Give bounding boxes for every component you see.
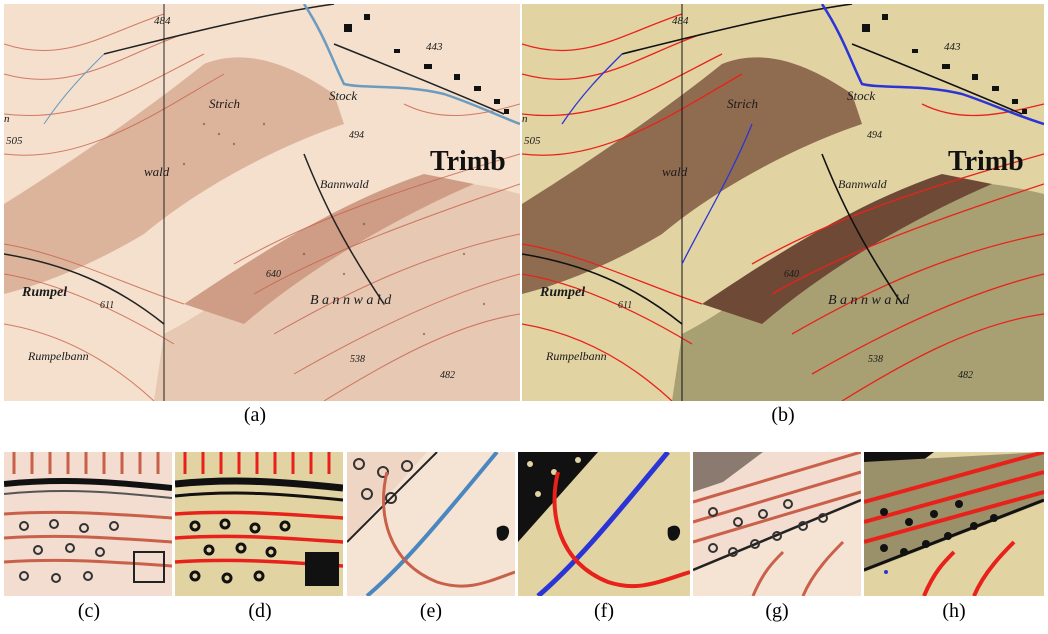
- seg-label-strich: Strich: [727, 96, 758, 111]
- seg-label-rumpel: Rumpel: [539, 285, 585, 300]
- label-wald: wald: [144, 164, 170, 179]
- panel-e-zoom-original: [347, 452, 515, 596]
- seg-label-stock: Stock: [847, 88, 875, 103]
- original-map-svg: 484 443 n 505 Strich Stock 494 wald Bann…: [4, 4, 520, 401]
- caption-d: (d): [248, 600, 272, 622]
- seg-label-n-fragment: n: [522, 113, 528, 125]
- label-rumpel: Rumpel: [21, 285, 67, 300]
- label-elev-505: 505: [6, 135, 23, 147]
- caption-e: (e): [419, 600, 443, 622]
- seg-label-bannwald-large: B a n n w a l d: [828, 293, 910, 308]
- panel-g-zoom-original: [693, 452, 861, 596]
- seg-label-elev-482: 482: [958, 370, 973, 381]
- caption-g: (g): [765, 600, 789, 622]
- seg-label-elev-443: 443: [944, 41, 961, 53]
- seg-label-wald: wald: [662, 164, 688, 179]
- seg-label-elev-505: 505: [524, 135, 541, 147]
- caption-a: (a): [243, 404, 267, 426]
- label-elev-538: 538: [350, 354, 365, 365]
- segmented-map-svg: 484 443 n 505 Strich Stock 494 wald Bann…: [522, 4, 1044, 401]
- seg-label-town: Trimb: [948, 146, 1024, 177]
- caption-c: (c): [77, 600, 101, 622]
- label-bannwald-small: Bannwald: [320, 177, 370, 191]
- caption-f: (f): [594, 600, 614, 622]
- label-elev-640: 640: [266, 269, 281, 280]
- label-elev-482: 482: [440, 370, 455, 381]
- panel-c-zoom-original: [4, 452, 172, 596]
- seg-label-elev-640: 640: [784, 269, 799, 280]
- panel-a-original-map: 484 443 n 505 Strich Stock 494 wald Bann…: [4, 4, 520, 401]
- label-elev-494: 494: [349, 130, 364, 141]
- seg-label-elev-494: 494: [867, 130, 882, 141]
- caption-h: (h): [942, 600, 966, 622]
- panel-b-segmented-map: 484 443 n 505 Strich Stock 494 wald Bann…: [522, 4, 1044, 401]
- caption-b: (b): [771, 404, 795, 426]
- seg-label-elev-611: 611: [618, 300, 632, 311]
- seg-label-bannwald-small: Bannwald: [838, 177, 888, 191]
- seg-label-elev-484: 484: [672, 15, 689, 27]
- panel-f-zoom-segmented: [518, 452, 690, 596]
- panel-d-zoom-segmented: [175, 452, 343, 596]
- label-elev-484: 484: [154, 15, 171, 27]
- label-n-fragment: n: [4, 113, 10, 125]
- seg-label-elev-538: 538: [868, 354, 883, 365]
- label-strich: Strich: [209, 96, 240, 111]
- label-elev-611: 611: [100, 300, 114, 311]
- label-rumpelbann: Rumpelbann: [27, 349, 89, 363]
- label-elev-443: 443: [426, 41, 443, 53]
- seg-label-rumpelbann: Rumpelbann: [545, 349, 607, 363]
- label-stock: Stock: [329, 88, 357, 103]
- label-bannwald-large: B a n n w a l d: [310, 293, 392, 308]
- label-town: Trimb: [430, 146, 506, 177]
- panel-h-zoom-segmented: [864, 452, 1044, 596]
